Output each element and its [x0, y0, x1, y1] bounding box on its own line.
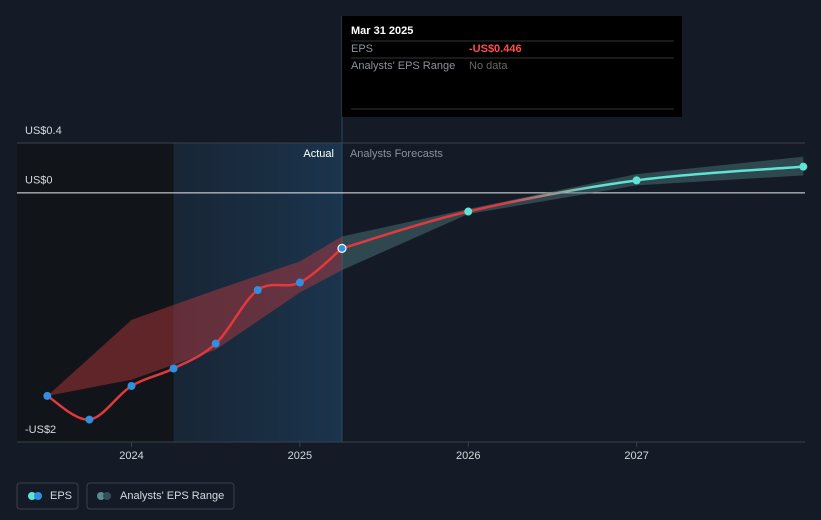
tooltip-label: Analysts' EPS Range — [351, 60, 455, 72]
tooltip-value: -US$0.446 — [469, 43, 522, 55]
actual-label: Actual — [303, 148, 334, 160]
eps-point — [211, 339, 220, 348]
legend-swatch — [97, 492, 105, 500]
forecast-point — [799, 162, 808, 171]
forecast-point — [632, 176, 641, 185]
tooltip-box — [342, 16, 682, 117]
eps-point — [127, 381, 136, 390]
y-tick-label: -US$2 — [25, 424, 56, 436]
forecast-line — [341, 165, 804, 250]
eps-point — [43, 391, 52, 400]
eps-point — [85, 415, 94, 424]
legend-swatch — [34, 492, 42, 500]
x-tick-label: 2026 — [456, 450, 480, 462]
eps-point — [295, 278, 304, 287]
plot-area — [43, 156, 808, 424]
legend-swatch — [28, 492, 36, 500]
y-tick-label: US$0.4 — [25, 125, 62, 137]
legend-item[interactable] — [86, 482, 235, 510]
tooltip-label: EPS — [351, 43, 373, 55]
legend-label: EPS — [50, 490, 72, 502]
legend-item[interactable] — [16, 482, 79, 510]
history-shade — [17, 143, 174, 442]
legend: EPS Analysts' EPS Range — [16, 482, 235, 510]
x-tick-label: 2027 — [624, 450, 648, 462]
forecast-point — [464, 207, 473, 216]
tooltip: Mar 31 2025 EPS -US$0.446 Analysts' EPS … — [342, 16, 682, 117]
x-tick-label: 2025 — [288, 450, 312, 462]
legend-label: Analysts' EPS Range — [120, 490, 224, 502]
range-band — [341, 156, 804, 271]
y-tick-label: US$0 — [25, 175, 53, 187]
eps-point — [253, 286, 262, 295]
tooltip-value: No data — [469, 60, 508, 72]
x-tick-label: 2024 — [119, 450, 143, 462]
eps-line — [46, 247, 343, 421]
range-band — [47, 236, 342, 396]
legend-swatch — [103, 492, 111, 500]
forecast-label: Analysts Forecasts — [350, 148, 443, 160]
eps-point — [169, 364, 178, 373]
eps-point — [337, 243, 347, 253]
tooltip-date: Mar 31 2025 — [351, 25, 413, 37]
